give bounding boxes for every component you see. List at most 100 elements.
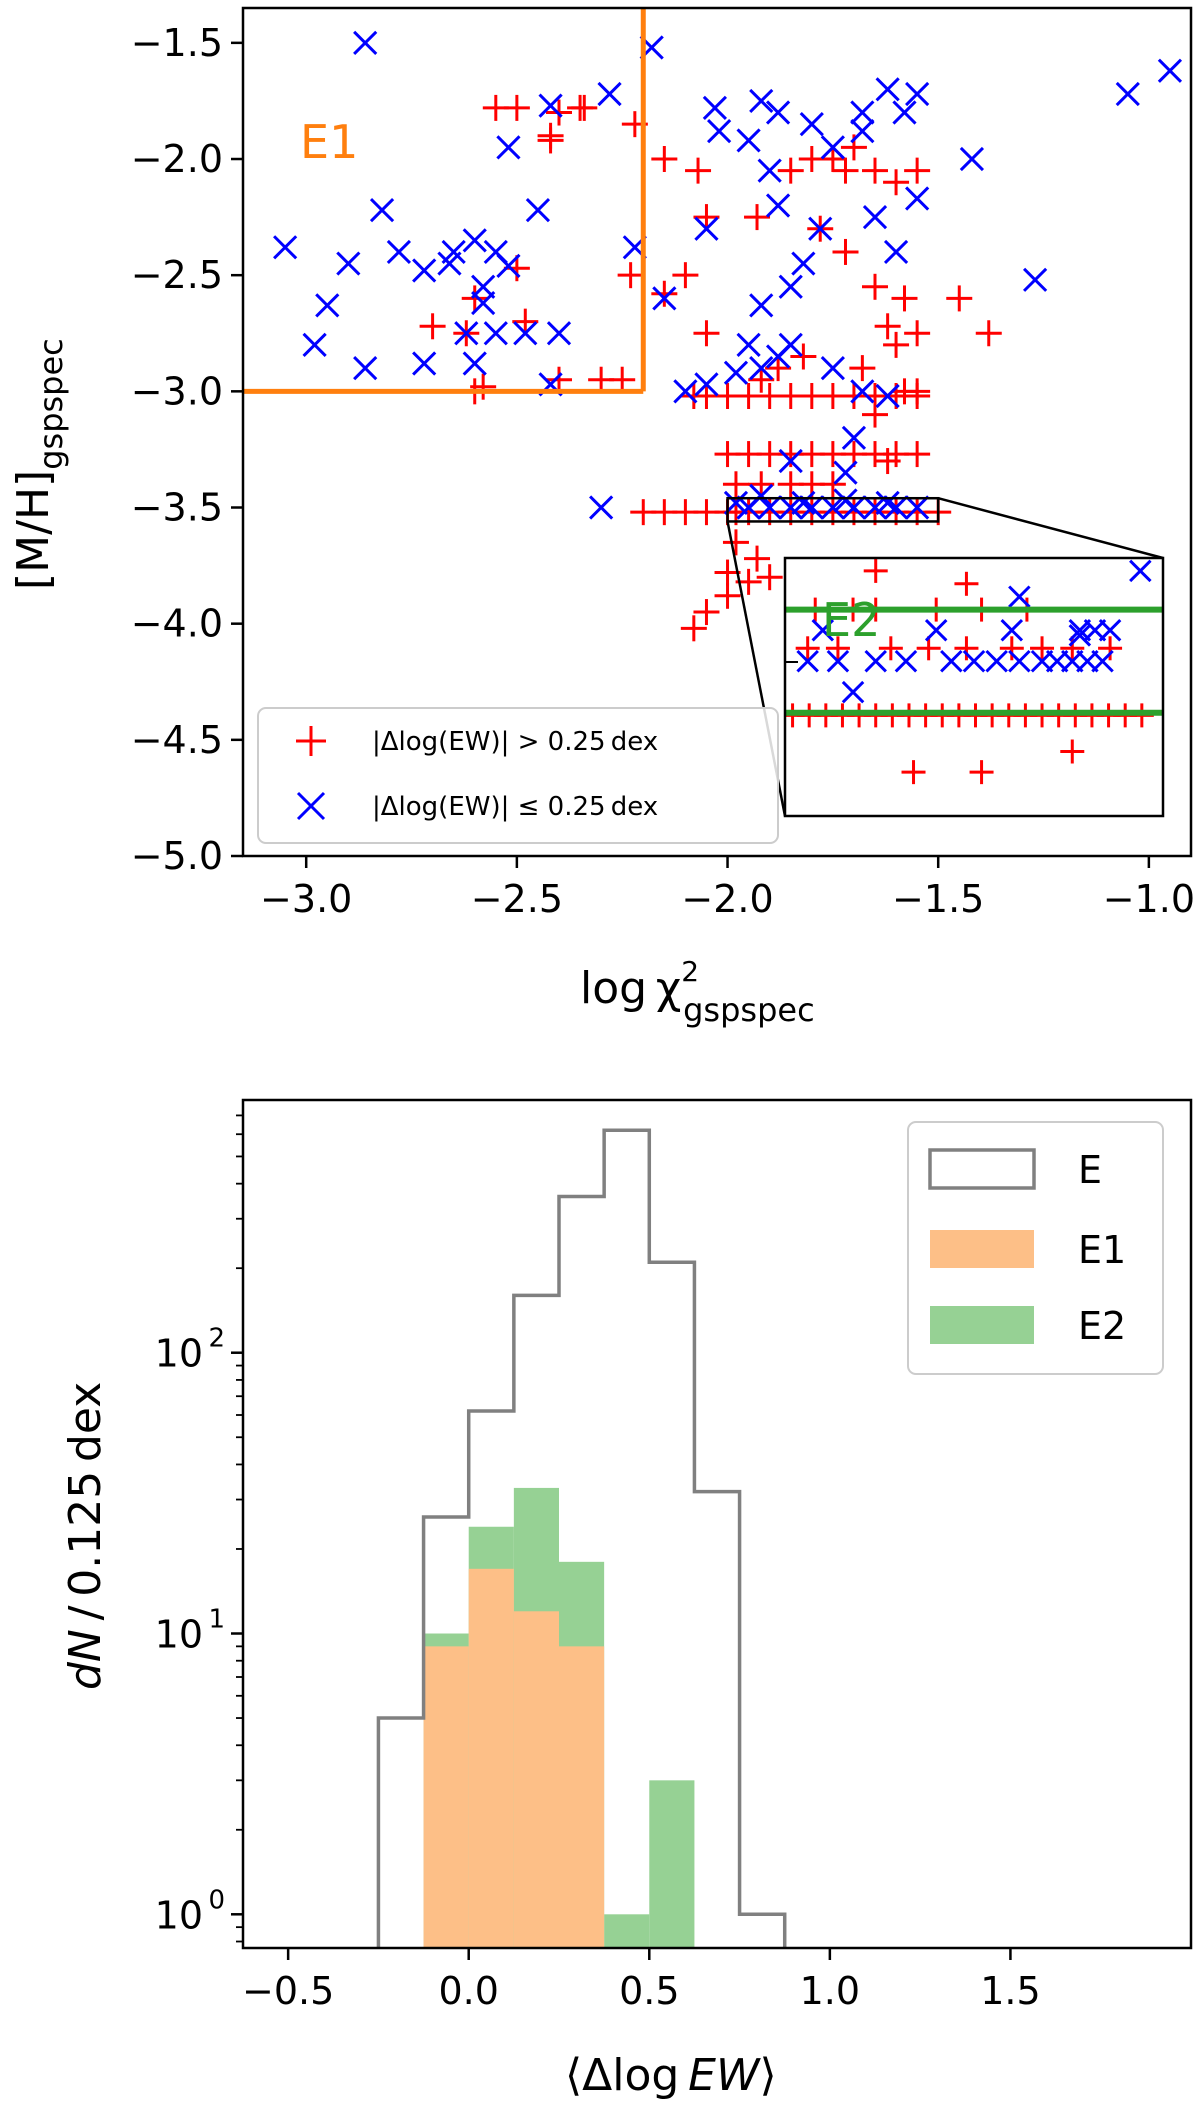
- legend-label-e1: E1: [1078, 1228, 1126, 1272]
- scatter-point-x: [765, 100, 791, 125]
- scatter-point-x: [749, 293, 774, 318]
- y-tick-label: −2.5: [131, 253, 223, 297]
- legend-swatch-e2: [930, 1306, 1034, 1344]
- scatter-point-plus: [651, 280, 678, 307]
- scatter-point-x: [820, 135, 845, 160]
- scatter-point-plus: [693, 320, 720, 347]
- scatter-point-x: [336, 251, 361, 276]
- inset-point-plus: [863, 558, 888, 583]
- inset-point-plus: [878, 636, 903, 661]
- scatter-point-plus: [722, 529, 749, 556]
- scatter-point-x: [462, 228, 487, 253]
- scatter-point-x: [757, 495, 782, 520]
- scatter-point-x: [437, 251, 462, 276]
- scatter-point-x: [833, 460, 858, 485]
- x-tick-label: −1.0: [1103, 877, 1195, 921]
- scatter-point-x: [694, 372, 719, 397]
- scatter-point-x: [273, 235, 298, 260]
- scatter-point-x: [412, 258, 437, 283]
- scatter-point-x: [875, 383, 900, 409]
- y-tick-exponent: 1: [208, 1605, 225, 1635]
- scatter-point-plus: [685, 157, 712, 184]
- scatter-point-x: [862, 495, 888, 520]
- inset-frame: [783, 556, 1165, 818]
- scatter-point-x: [833, 488, 858, 513]
- scatter-point-x: [538, 93, 563, 118]
- scatter-point-x: [883, 239, 909, 265]
- scatter-point-x: [820, 495, 845, 520]
- scatter-point-x: [694, 216, 719, 241]
- scatter-point-plus: [946, 285, 973, 312]
- inset-point-plus: [954, 636, 979, 661]
- scatter-point-x: [386, 239, 412, 265]
- x-tick-label: 0.5: [619, 1969, 679, 2013]
- e2-region-label: E2: [822, 593, 880, 647]
- legend-label-small-deviation: |Δlog(EW)| ≤ 0.25 dex: [372, 792, 658, 822]
- inset-point-plus: [825, 636, 850, 661]
- scatter-point-x: [892, 100, 917, 125]
- x-tick-label: 0.0: [438, 1969, 498, 2013]
- scatter-point-plus: [693, 599, 720, 626]
- scatter-point-plus: [672, 262, 699, 289]
- scatter-point-x: [778, 495, 803, 520]
- legend-swatch-e: [928, 1148, 1036, 1190]
- scatter-point-plus: [756, 564, 783, 591]
- scatter-panel: −3.0 −2.5 −2.0 −1.5 −1.0 −1.5 −2.0 −2.5 −3.0 −3.5…: [8, 6, 1195, 1029]
- inset-point-x: [924, 618, 948, 642]
- scatter-point-plus: [512, 308, 539, 335]
- inset-point-x: [1008, 649, 1031, 673]
- scatter-point-x: [850, 119, 875, 144]
- scatter-point-plus: [651, 146, 678, 173]
- histogram-y-axis-label: dN / 0.125 dex: [60, 1382, 111, 1690]
- x-tick-label: −3.0: [260, 877, 352, 921]
- histogram-bars-group: [423, 1487, 695, 1948]
- scatter-point-plus: [790, 343, 817, 370]
- inset-point-x: [1098, 618, 1122, 642]
- scatter-point-plus: [748, 471, 775, 498]
- scatter-point-x: [315, 293, 340, 318]
- scatter-point-x: [471, 274, 496, 299]
- x-tick-label: −2.5: [471, 877, 563, 921]
- scatter-point-x: [959, 146, 985, 172]
- scatter-point-x: [736, 128, 761, 153]
- scatter-point-plus: [862, 157, 888, 184]
- scatter-point-x: [702, 95, 728, 121]
- y-tick-label: −4.5: [131, 718, 223, 762]
- scatter-point-x: [875, 77, 900, 102]
- scatter-point-plus: [849, 355, 876, 382]
- scatter-point-plus: [883, 331, 910, 358]
- scatter-point-x: [525, 198, 551, 223]
- scatter-point-plus: [609, 366, 636, 393]
- inset-point-x: [940, 649, 963, 673]
- inset-point-x: [1129, 559, 1152, 583]
- inset-point-x: [894, 649, 918, 673]
- scatter-point-x: [850, 379, 875, 404]
- scatter-point-x: [706, 119, 732, 144]
- y-tick-label: −3.0: [131, 369, 223, 413]
- inset-point-x: [1000, 618, 1024, 642]
- y-tick-label: 10: [155, 1893, 203, 1937]
- scatter-point-plus: [832, 157, 859, 184]
- scatter-point-x: [905, 495, 930, 520]
- scatter-point-plus: [975, 320, 1002, 347]
- scatter-point-plus: [419, 313, 446, 340]
- scatter-point-plus: [904, 441, 931, 468]
- scatter-point-x: [597, 81, 622, 107]
- scatter-point-plus: [748, 366, 775, 393]
- scatter-point-plus: [874, 313, 901, 340]
- scatter-point-x: [778, 448, 803, 474]
- scatter-point-plus: [461, 285, 488, 312]
- zoom-connector-upper: [937, 497, 1164, 560]
- scatter-point-plus: [714, 582, 741, 609]
- scatter-point-plus: [744, 545, 771, 572]
- scatter-axes-frame: [241, 6, 1193, 858]
- inset-point-x: [796, 649, 819, 673]
- scatter-point-plus: [883, 169, 910, 196]
- inset-point-plus: [1098, 636, 1123, 661]
- scatter-point-x: [546, 321, 572, 346]
- scatter-point-x: [749, 88, 774, 114]
- y-tick-exponent: 2: [208, 1324, 225, 1354]
- scatter-point-x: [589, 495, 614, 520]
- scatter-point-x: [652, 286, 677, 311]
